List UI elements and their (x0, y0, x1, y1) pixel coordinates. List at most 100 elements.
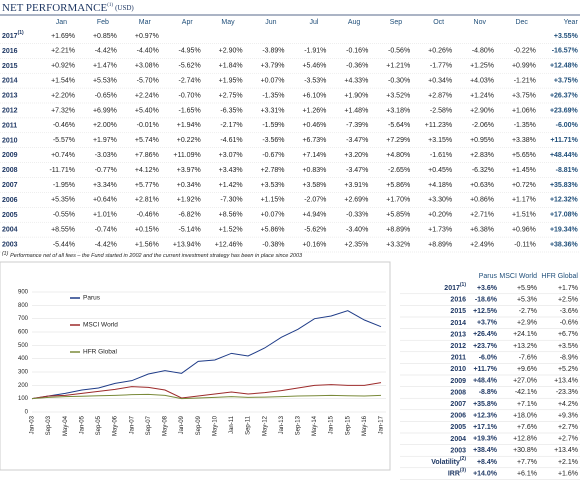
cell: -18.6% (475, 296, 498, 303)
cell: -0.11% (514, 241, 536, 248)
cell: +5.2% (558, 366, 578, 373)
cell: +5.3% (517, 296, 537, 303)
cell: +1.69% (51, 33, 75, 40)
column-header: MSCI World (499, 273, 537, 280)
x-tick-label: Jan-07 (129, 415, 135, 434)
column-header: Jun (265, 19, 276, 26)
row-label-text: 2010 (450, 366, 466, 373)
x-tick-label: May-06 (113, 415, 119, 436)
cell: -7.39% (346, 122, 368, 129)
row-label: 2005 (2, 212, 18, 219)
x-tick-label: Jan-09 (179, 415, 185, 434)
cell: -0.77% (95, 167, 117, 174)
cell: +19.34% (550, 227, 579, 234)
cell: -0.6% (560, 320, 578, 327)
cell: -1.35% (514, 122, 536, 129)
cell: +17.08% (550, 212, 579, 219)
y-tick-label: 200 (18, 383, 29, 389)
cell: +0.22% (177, 137, 201, 144)
cell: +7.7% (517, 459, 537, 466)
cell: +9.3% (558, 412, 578, 419)
cell: +3.6% (477, 285, 498, 292)
row-label-text: 2003 (450, 447, 466, 454)
cell: -4.61% (220, 137, 242, 144)
cell: -11.71% (49, 167, 75, 174)
cell: -4.42% (95, 241, 117, 248)
cell: +14.0% (473, 470, 498, 477)
cell: +2.87% (428, 92, 452, 99)
cell: +3.31% (261, 107, 285, 114)
row-label: 2011 (451, 354, 466, 361)
cell: +1.24% (470, 92, 494, 99)
row-label-text: 2014 (2, 78, 18, 85)
row-label-text: 2005 (2, 212, 18, 219)
y-tick-label: 900 (18, 290, 29, 296)
cell: +30.8% (513, 447, 537, 454)
row-label: IRR(3) (448, 468, 467, 478)
cell: +19.3% (473, 436, 498, 443)
cell: +13.94% (173, 241, 201, 248)
cell: +2.24% (135, 92, 159, 99)
y-tick-label: 400 (18, 356, 29, 362)
cell: -0.46% (53, 122, 75, 129)
cell: +1.70% (386, 197, 410, 204)
cell: +1.84% (219, 63, 243, 70)
y-tick-label: 100 (18, 396, 29, 402)
row-label-text: 2004 (450, 436, 466, 443)
cell: -1.77% (430, 63, 452, 70)
row-label: 2013 (2, 92, 18, 99)
cell: +1.94% (177, 122, 201, 129)
cell: +0.97% (135, 33, 159, 40)
chart-frame (0, 261, 391, 471)
cell: +24.1% (513, 331, 537, 338)
cell: -0.01% (137, 122, 159, 129)
row-label: 2010 (2, 137, 18, 144)
cell: +2.7% (558, 424, 578, 431)
row-label: 2009 (2, 152, 18, 159)
x-tick-label: May-14 (312, 415, 318, 436)
cell: +6.38% (470, 227, 494, 234)
cell: -1.95% (53, 182, 75, 189)
cell: +1.48% (344, 107, 368, 114)
cell: +2.35% (344, 241, 368, 248)
cell: +1.15% (261, 197, 285, 204)
cell: -3.56% (262, 137, 284, 144)
legend-label: MSCI World (83, 322, 118, 329)
cell: +1.45% (512, 167, 536, 174)
x-tick-label: May-16 (362, 415, 368, 436)
x-tick-label: Jan-05 (79, 415, 85, 434)
cell: +13.4% (554, 378, 578, 385)
cell: +3.43% (219, 167, 243, 174)
row-label-text: 2012 (2, 107, 18, 114)
row-label: 2016 (450, 296, 466, 303)
cell: +38.36% (550, 241, 579, 248)
row-label: 2005 (450, 424, 466, 431)
cell: +3.55% (554, 33, 579, 40)
x-tick-label: Sep-15 (345, 415, 351, 435)
x-tick-label: May-10 (212, 415, 218, 436)
cell: +8.56% (219, 212, 243, 219)
cell: -3.47% (346, 167, 368, 174)
cell: -3.40% (346, 227, 368, 234)
cell: +1.97% (93, 137, 117, 144)
cell: +23.7% (473, 343, 498, 350)
x-tick-label: Jan-13 (279, 415, 285, 434)
cell: -0.56% (388, 48, 410, 55)
cell: -5.70% (137, 78, 159, 85)
cell: +7.32% (51, 107, 75, 114)
x-tick-label: Jan-03 (30, 415, 36, 434)
cell: +2.90% (219, 48, 243, 55)
row-label-text: 2006 (2, 197, 18, 204)
cell: +3.20% (344, 152, 368, 159)
row-label: 2015 (450, 308, 466, 315)
row-label: 2006 (450, 412, 466, 419)
cell: +13.2% (513, 343, 537, 350)
cell: +1.17% (512, 197, 536, 204)
cell: +0.92% (51, 63, 75, 70)
cell: +12.48% (550, 63, 579, 70)
column-header: Dec (515, 19, 528, 26)
column-header: Jan (56, 19, 67, 26)
cell: +3.75% (512, 92, 536, 99)
x-tick-label: Sep-03 (46, 415, 52, 435)
cell: +4.94% (302, 212, 326, 219)
